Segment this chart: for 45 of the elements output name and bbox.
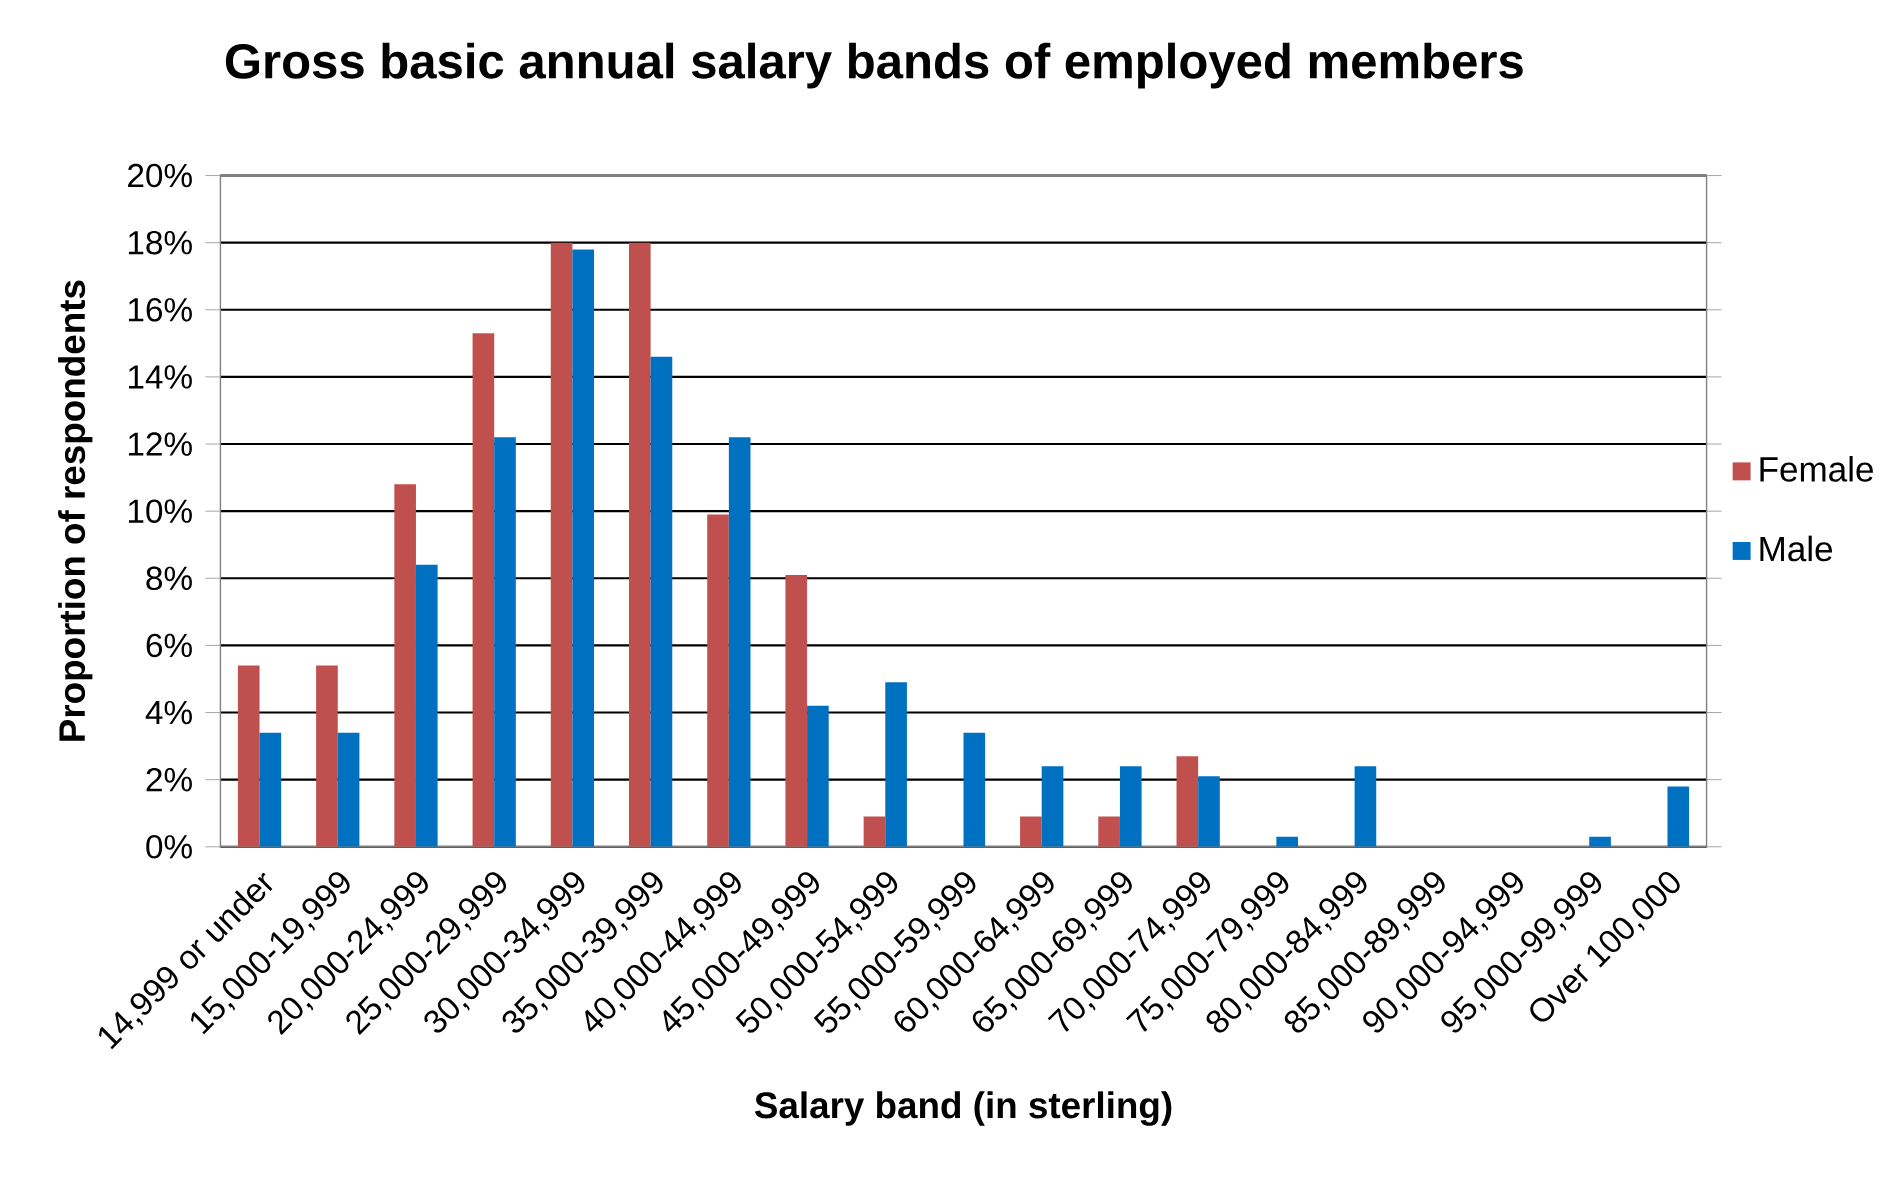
y-axis-title: Proportion of respondents <box>58 280 93 741</box>
y-tick-label: 14% <box>128 365 192 389</box>
y-tick-label: 8% <box>146 566 192 591</box>
bar <box>1041 766 1064 847</box>
bar <box>1667 786 1690 847</box>
bar <box>807 705 829 847</box>
y-tick-label: 16% <box>128 298 192 322</box>
bar <box>415 564 438 847</box>
y-tick-label: 6% <box>146 633 192 658</box>
bar <box>863 816 886 847</box>
x-axis-title: Salary band (in sterling) <box>754 1091 1172 1126</box>
y-tick-label: 4% <box>145 700 192 725</box>
bar <box>1098 816 1120 847</box>
bar <box>316 665 338 847</box>
bar <box>785 574 808 847</box>
y-tick-label: 20% <box>128 163 192 188</box>
bar <box>494 437 516 847</box>
chart-title: Gross basic annual salary bands of employed members <box>225 42 1523 89</box>
bar <box>1354 766 1377 847</box>
bar <box>259 732 282 847</box>
bar <box>1176 756 1199 847</box>
bar <box>1589 836 1611 847</box>
y-tick-label: 2% <box>146 767 192 792</box>
y-tick-label: 10% <box>128 499 192 524</box>
bar <box>1020 816 1042 847</box>
y-tick-label: 18% <box>128 230 192 255</box>
bar <box>963 732 986 847</box>
y-tick-label: 12% <box>128 432 192 456</box>
bar <box>707 514 729 847</box>
bar <box>572 249 595 847</box>
bar <box>728 437 751 847</box>
bar <box>237 665 260 847</box>
bar <box>885 682 907 847</box>
bar <box>650 356 673 847</box>
bar <box>1198 776 1220 847</box>
bar <box>337 732 360 847</box>
bar <box>472 333 495 847</box>
bar <box>628 242 651 847</box>
bar <box>550 242 573 847</box>
y-tick-label: 0% <box>146 835 192 859</box>
legend-label: Female <box>1760 456 1873 482</box>
bar <box>394 484 416 847</box>
legend-label: Male <box>1760 535 1832 562</box>
bar <box>1276 836 1299 847</box>
bar <box>1119 766 1142 847</box>
